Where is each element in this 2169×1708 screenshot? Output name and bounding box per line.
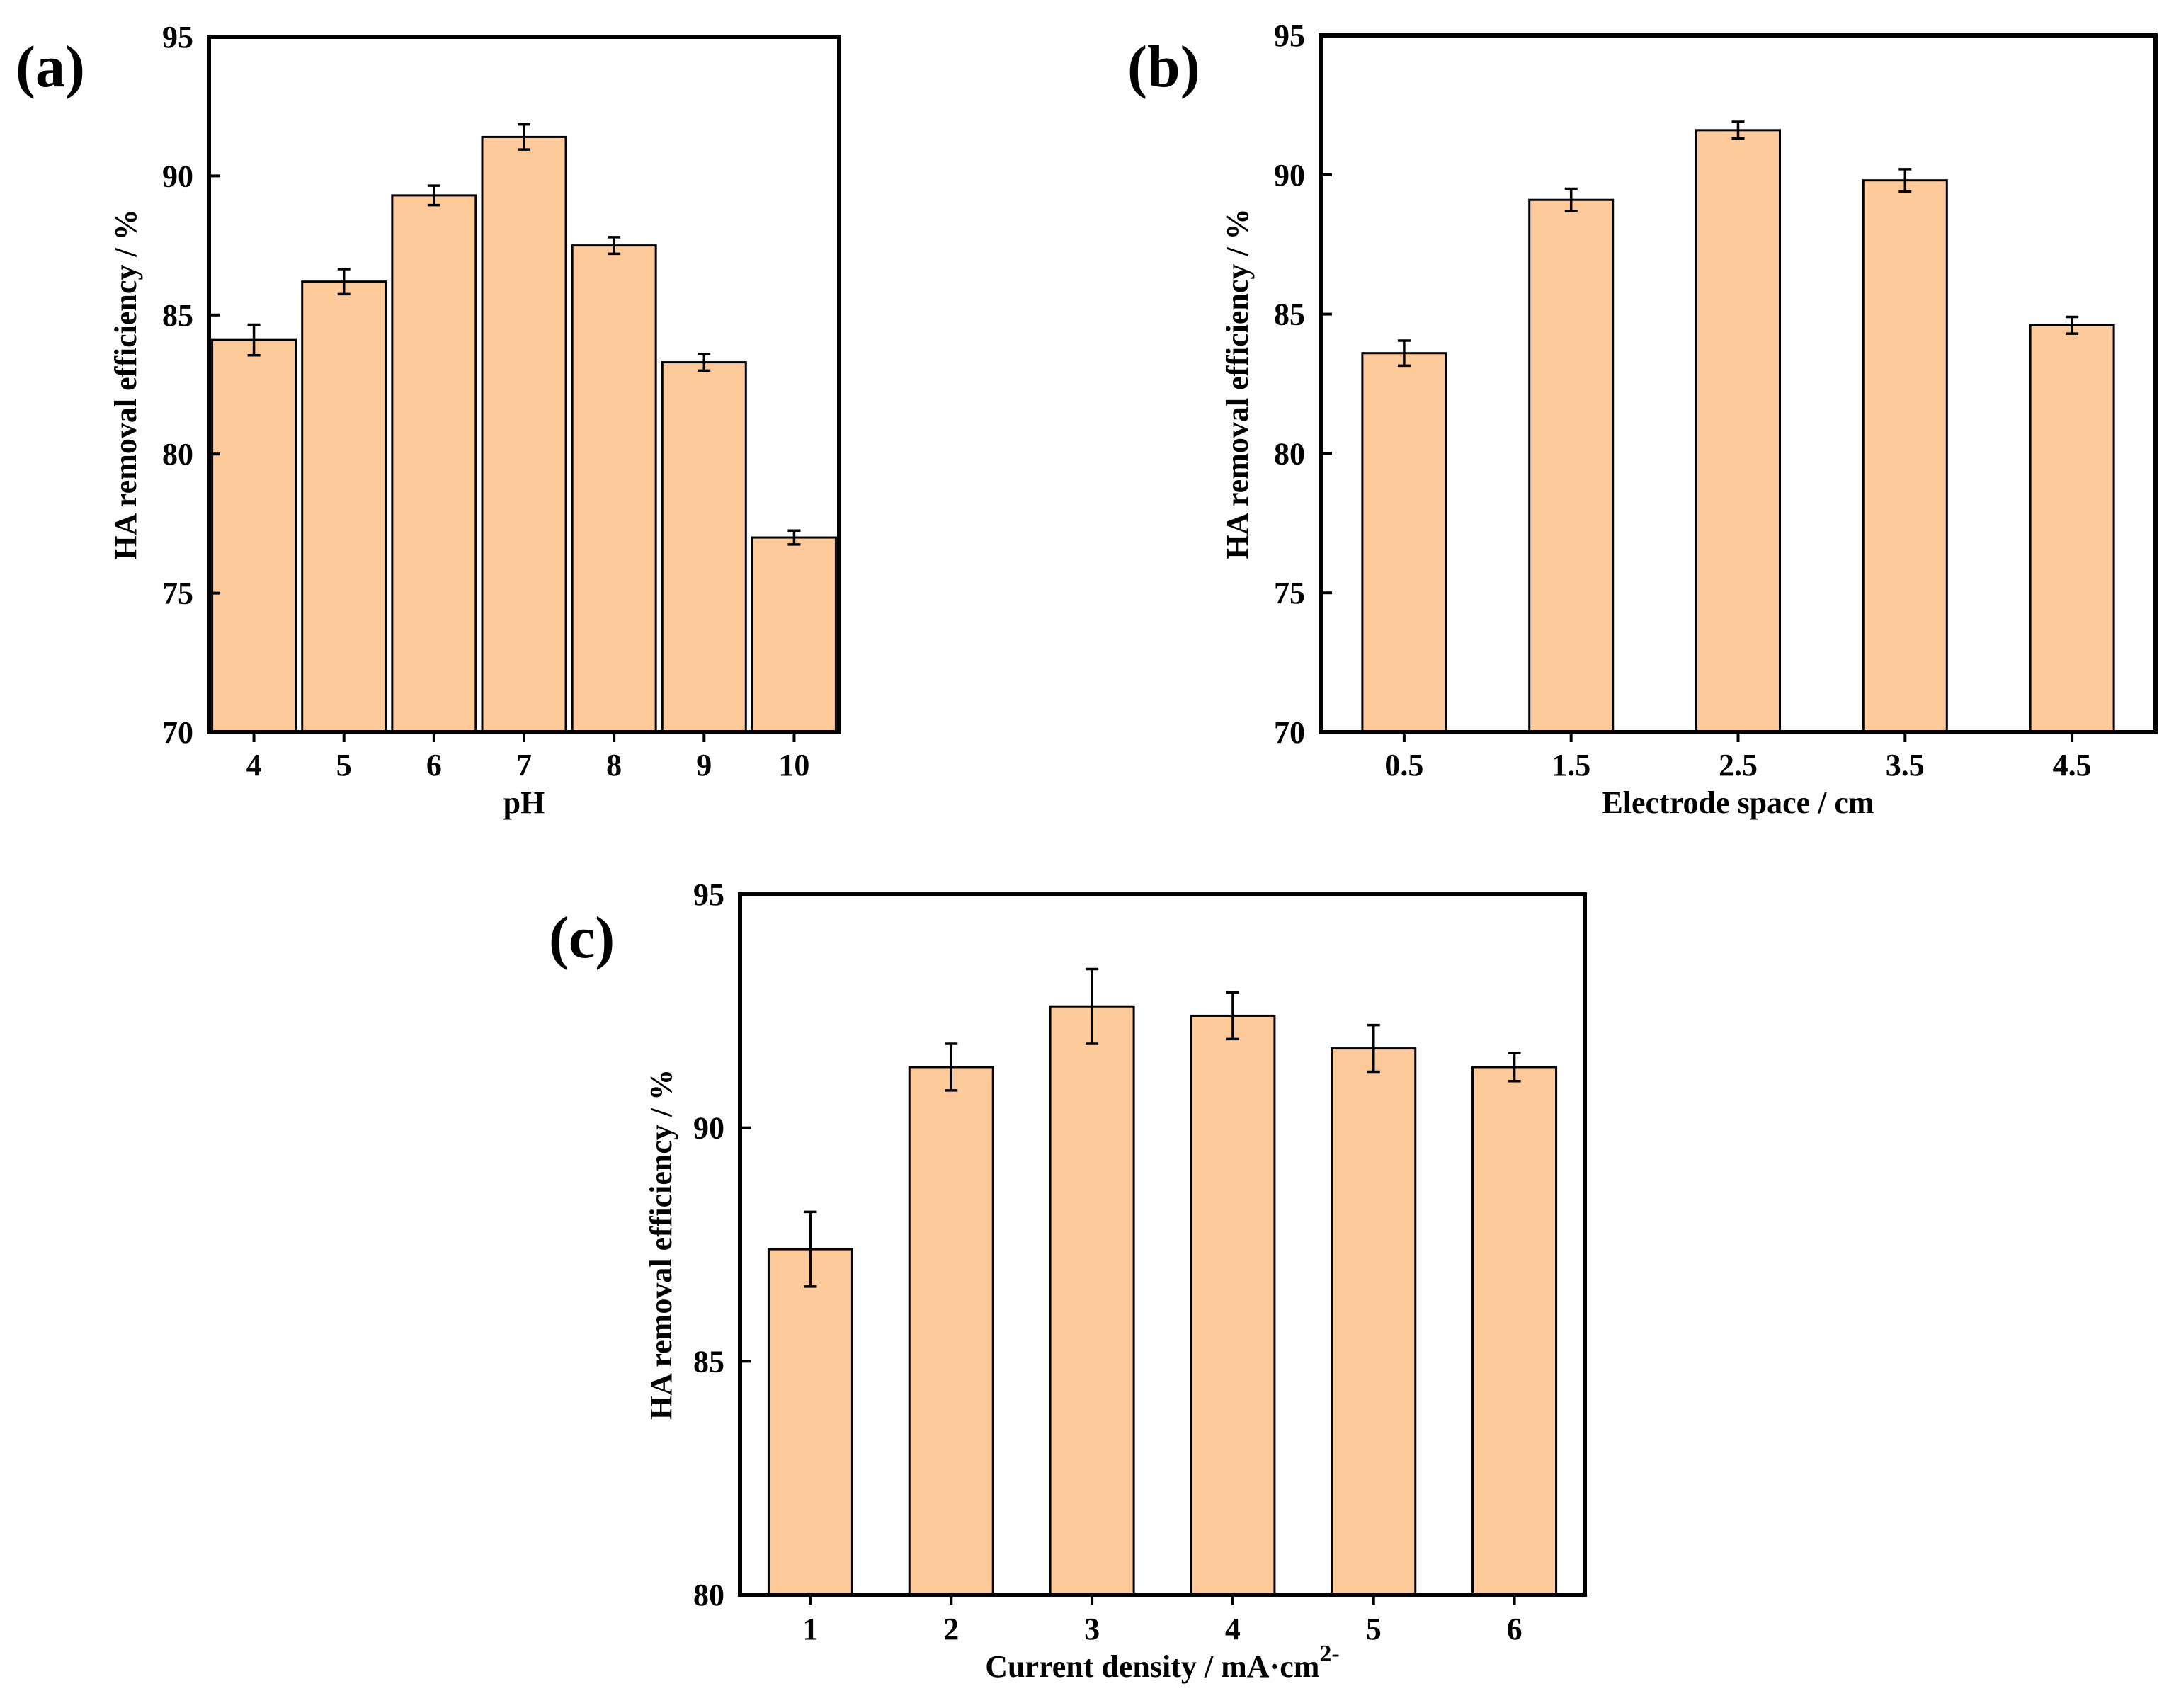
bar-b-0.5	[1361, 352, 1447, 734]
error-bar-c-4	[1226, 991, 1239, 1041]
chart-panel-a: 70 75 80 85 90 95 4 5 6 7 8 9 10 pH HA removal efficie…	[16, 20, 841, 820]
y-tick-label-b-90: 90	[1274, 158, 1305, 193]
chart-panel-c: 80 85 90 95 1 2 3 4 5 6 Current density / mA·cm2- H…	[549, 877, 1587, 1684]
x-tick-label-a-4: 4	[246, 748, 262, 782]
x-tick-label-a-8: 8	[606, 748, 622, 782]
bar-a-10	[751, 536, 837, 734]
y-tick-label-c-85: 85	[693, 1344, 724, 1379]
y-axis-label-a: HA removal efficiency / %	[108, 209, 143, 559]
error-bar-a-5	[337, 268, 351, 296]
error-bar-c-1	[804, 1210, 817, 1288]
y-tick-label-b-85: 85	[1274, 297, 1305, 332]
x-tick-label-a-5: 5	[336, 748, 352, 782]
bar-a-7	[481, 135, 567, 734]
x-tick-label-c-2: 2	[943, 1612, 959, 1646]
error-bar-b-1.5	[1564, 187, 1578, 212]
y-tick-label-a-75: 75	[162, 576, 193, 611]
error-bar-c-6	[1508, 1052, 1521, 1083]
bar-b-3.5	[1862, 179, 1948, 734]
error-bar-c-5	[1367, 1023, 1380, 1074]
y-tick-label-b-95: 95	[1274, 18, 1305, 53]
x-tick-label-c-3: 3	[1084, 1612, 1100, 1646]
x-tick-label-b-3.5: 3.5	[1886, 748, 1925, 782]
y-axis-label-b: HA removal efficiency / %	[1220, 208, 1255, 559]
y-tick-label-c-95: 95	[693, 877, 724, 912]
x-axis-label-text-b: Electrode space / cm	[1602, 785, 1874, 820]
x-tick-label-a-6: 6	[426, 748, 442, 782]
x-axis-label-a: pH	[503, 785, 545, 820]
error-bar-c-2	[945, 1042, 958, 1092]
x-tick-label-b-2.5: 2.5	[1719, 748, 1758, 782]
y-tick-label-a-90: 90	[162, 159, 193, 193]
error-bar-a-10	[787, 529, 801, 546]
y-tick-label-c-90: 90	[693, 1111, 724, 1146]
y-axis-label-c: HA removal efficiency / %	[644, 1069, 678, 1420]
chart-panel-b: 70 75 80 85 90 95 0.5 1.5 2.5 3.5 4.5 Electrode spa…	[1127, 18, 2158, 820]
y-tick-label-c-80: 80	[693, 1578, 724, 1612]
panel-label-a: (a)	[16, 34, 85, 100]
bar-c-6	[1471, 1066, 1558, 1596]
y-tick-label-a-85: 85	[162, 298, 193, 333]
bar-b-1.5	[1528, 198, 1615, 734]
bar-c-2	[908, 1066, 994, 1596]
x-axis-label-text-a: pH	[503, 785, 545, 820]
bar-b-4.5	[2029, 324, 2115, 734]
error-bar-b-2.5	[1731, 120, 1745, 140]
panel-label-c: (c)	[549, 905, 615, 971]
error-bar-a-7	[518, 123, 530, 151]
error-bar-c-3	[1086, 967, 1099, 1045]
x-tick-label-c-1: 1	[802, 1612, 818, 1646]
bar-b-2.5	[1695, 129, 1781, 734]
bar-c-1	[767, 1248, 853, 1596]
y-tick-label-a-95: 95	[162, 20, 193, 55]
x-tick-label-c-5: 5	[1366, 1612, 1382, 1646]
x-tick-label-a-10: 10	[778, 748, 809, 782]
x-axis-label-b: Electrode space / cm	[1602, 785, 1874, 820]
bar-a-9	[661, 361, 747, 734]
bar-a-6	[391, 194, 477, 734]
bar-c-5	[1331, 1047, 1417, 1596]
x-tick-label-c-4: 4	[1225, 1612, 1241, 1646]
plot-frame-c	[738, 892, 1587, 1597]
x-tick-label-c-6: 6	[1507, 1612, 1522, 1646]
y-tick-label-b-75: 75	[1274, 576, 1305, 610]
y-tick-label-b-80: 80	[1274, 436, 1305, 471]
y-tick-label-a-80: 80	[162, 437, 193, 472]
panel-label-b: (b)	[1127, 34, 1200, 100]
x-tick-label-b-1.5: 1.5	[1552, 748, 1590, 782]
bar-a-4	[211, 338, 297, 734]
x-tick-label-a-9: 9	[696, 748, 712, 782]
x-tick-label-b-0.5: 0.5	[1384, 748, 1423, 782]
x-tick-label-a-7: 7	[516, 748, 532, 782]
x-axis-label-superscript-c: 2-	[1319, 1641, 1339, 1667]
x-tick-label-b-4.5: 4.5	[2053, 748, 2092, 782]
error-bar-b-3.5	[1898, 168, 1912, 193]
bar-c-4	[1190, 1014, 1276, 1596]
y-tick-label-a-70: 70	[162, 715, 193, 750]
error-bar-a-6	[427, 184, 440, 207]
x-axis-label-text-c: Current density / mA·cm	[985, 1649, 1319, 1684]
error-bar-a-8	[608, 236, 621, 256]
error-bar-b-0.5	[1397, 339, 1411, 368]
bar-c-3	[1049, 1005, 1135, 1596]
x-axis-label-c: Current density / mA·cm2-	[985, 1641, 1339, 1684]
error-bar-a-9	[698, 353, 711, 372]
bar-a-8	[571, 244, 657, 734]
error-bar-b-4.5	[2066, 315, 2079, 335]
bar-a-5	[301, 280, 387, 734]
y-tick-label-b-70: 70	[1274, 715, 1305, 750]
error-bar-a-4	[247, 323, 261, 357]
